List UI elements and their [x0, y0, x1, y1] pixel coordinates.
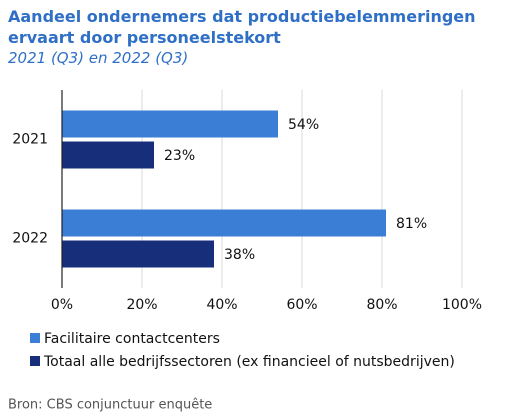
bar: [62, 141, 154, 169]
x-tick-label: 100%: [442, 297, 482, 313]
source-note: Bron: CBS conjunctuur enquête: [8, 398, 212, 413]
legend-swatch: [30, 333, 40, 343]
x-tick-label: 80%: [366, 297, 397, 313]
y-tick-label: 2022: [12, 231, 48, 247]
legend-label: Totaal alle bedrijfssectoren (ex financi…: [43, 354, 455, 370]
data-label: 23%: [164, 148, 195, 164]
chart-subtitle: 2021 (Q3) en 2022 (Q3): [8, 49, 189, 67]
y-tick-label: 2021: [12, 132, 48, 148]
x-tick-label: 20%: [126, 297, 157, 313]
chart-title: Aandeel ondernemers dat productiebelemme…: [8, 7, 476, 47]
x-tick-label: 60%: [286, 297, 317, 313]
legend-label: Facilitaire contactcenters: [44, 331, 220, 347]
bar: [62, 240, 214, 268]
data-label: 81%: [396, 216, 427, 232]
x-tick-label: 40%: [206, 297, 237, 313]
x-tick-label: 0%: [51, 297, 73, 313]
data-label: 54%: [288, 117, 319, 133]
data-label: 38%: [224, 247, 255, 263]
bar: [62, 110, 278, 138]
bar: [62, 209, 386, 237]
legend-swatch: [30, 356, 40, 366]
